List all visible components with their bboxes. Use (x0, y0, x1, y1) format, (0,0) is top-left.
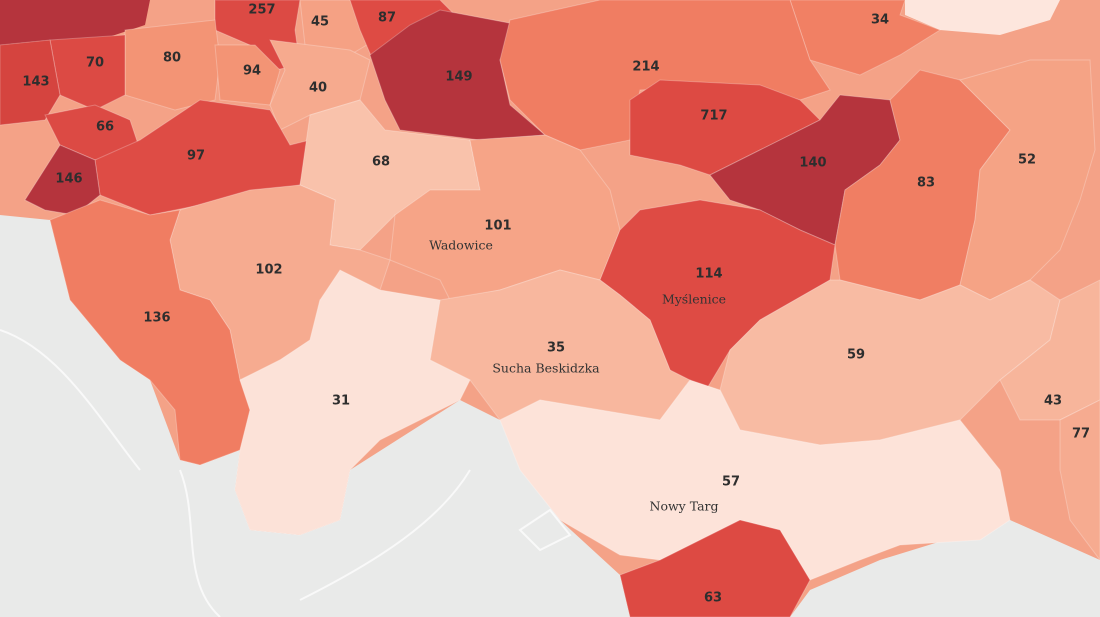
region (234, 269, 471, 536)
region-value: 59 (847, 348, 865, 363)
region-value: 80 (163, 51, 181, 66)
region-value: 31 (332, 394, 350, 409)
region-value: 45 (311, 15, 329, 30)
region-value: 52 (1018, 153, 1036, 168)
region (1059, 399, 1100, 561)
region-value: 35 (547, 341, 565, 356)
region-value: 57 (722, 475, 740, 490)
region-unlabeled (0, 0, 150, 45)
region-value: 136 (143, 311, 170, 326)
region (619, 519, 811, 617)
region-value: 43 (1044, 394, 1062, 409)
place-name: Nowy Targ (650, 499, 719, 514)
region (0, 39, 61, 126)
region-value: 70 (86, 56, 104, 71)
region (999, 279, 1100, 421)
region-value: 114 (695, 267, 722, 282)
region-unlabeled (905, 0, 1060, 35)
region (499, 379, 1011, 581)
region-value: 83 (917, 176, 935, 191)
region-value: 257 (248, 3, 275, 18)
region-value: 97 (187, 149, 205, 164)
region-value: 143 (22, 75, 49, 90)
region-value: 63 (704, 591, 722, 606)
region (369, 9, 547, 141)
region-value: 214 (632, 60, 659, 75)
place-name: Myślenice (662, 292, 726, 307)
region-value: 77 (1072, 427, 1090, 442)
region-value: 102 (255, 263, 282, 278)
region-value: 146 (55, 172, 82, 187)
region-value: 40 (309, 81, 327, 96)
region-value: 68 (372, 155, 390, 170)
region-value: 66 (96, 120, 114, 135)
region (24, 144, 101, 216)
place-name: Sucha Beskidzka (492, 361, 600, 376)
terrain-lines (0, 329, 572, 617)
labels: 257 45 87 34 80 70 143 94 40 149 214 717 66 97 146 68 14… (22, 3, 1090, 606)
region-value: 94 (243, 64, 261, 79)
region (214, 44, 281, 106)
region-value: 101 (484, 219, 511, 234)
region-value: 87 (378, 11, 396, 26)
region-value: 149 (445, 70, 472, 85)
region-value: 717 (700, 109, 727, 124)
place-name: Wadowice (429, 238, 493, 253)
region-value: 34 (871, 13, 889, 28)
region-value: 140 (799, 156, 826, 171)
